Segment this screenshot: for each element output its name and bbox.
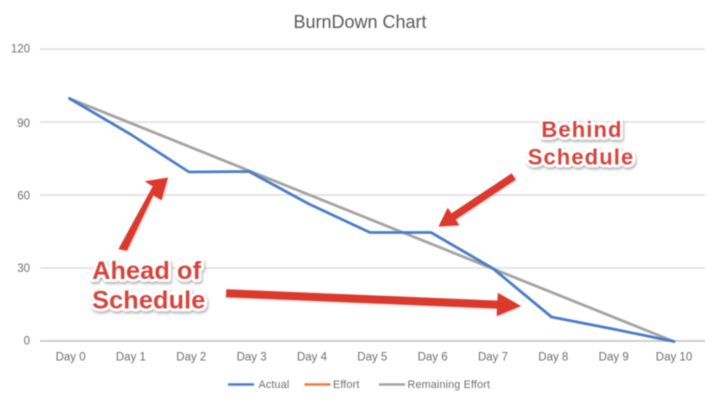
svg-text:120: 120 [11, 44, 30, 56]
svg-text:Day 10: Day 10 [656, 352, 692, 364]
svg-text:0: 0 [24, 336, 30, 348]
svg-text:Behind: Behind [541, 117, 622, 142]
svg-text:30: 30 [17, 263, 30, 275]
svg-text:Day 0: Day 0 [56, 352, 86, 364]
svg-text:Schedule: Schedule [528, 145, 635, 170]
svg-text:Effort: Effort [333, 379, 360, 391]
svg-text:Ahead of: Ahead of [92, 257, 201, 285]
svg-text:Day 7: Day 7 [478, 352, 508, 364]
svg-text:Day 6: Day 6 [418, 352, 448, 364]
svg-text:Day 2: Day 2 [176, 352, 206, 364]
svg-text:BurnDown Chart: BurnDown Chart [293, 12, 426, 32]
svg-text:Schedule: Schedule [92, 286, 205, 314]
svg-text:Actual: Actual [259, 379, 290, 391]
svg-text:90: 90 [17, 118, 30, 130]
svg-text:Day 5: Day 5 [357, 352, 387, 364]
svg-text:Day 4: Day 4 [297, 352, 328, 364]
svg-text:Remaining Effort: Remaining Effort [408, 379, 491, 391]
svg-text:Day 8: Day 8 [538, 352, 568, 364]
svg-text:Day 3: Day 3 [237, 352, 267, 364]
svg-text:Day 9: Day 9 [599, 352, 629, 364]
svg-text:Day 1: Day 1 [116, 352, 146, 364]
svg-text:60: 60 [17, 191, 30, 203]
